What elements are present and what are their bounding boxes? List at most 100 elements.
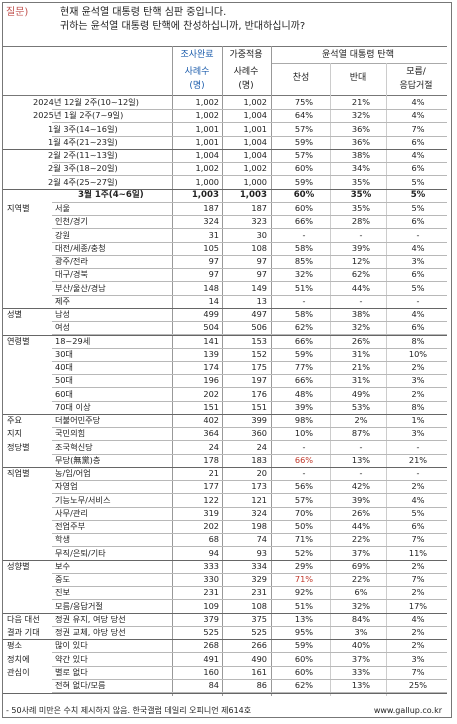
cell-weighted-count: 149 xyxy=(251,282,267,293)
table-row: 학생 68 74 71% 22% 7% xyxy=(3,534,447,545)
cell-weighted-count: 173 xyxy=(251,481,267,492)
row-label: 자영업 xyxy=(55,481,78,492)
table-row: 2024년 12월 2주(10~12일) 1,002 1,002 75% 21% 4% xyxy=(3,97,447,108)
group-label xyxy=(7,256,57,267)
group-label: 주요 xyxy=(7,415,23,425)
row-label: 전업주부 xyxy=(55,521,86,531)
table-row: 결과 기대 정권 교체, 야당 당선 525 525 95% 3% 2% xyxy=(3,627,447,638)
cell-weighted-count: 324 xyxy=(251,507,267,518)
cell-survey-count: 24 xyxy=(208,441,219,452)
col-sep-5 xyxy=(386,63,387,696)
table-row: 1월 4주(21~23일) 1,001 1,004 59% 36% 6% xyxy=(3,137,447,148)
group-label xyxy=(7,230,57,241)
cell-survey-count: 151 xyxy=(203,401,219,412)
cell-survey-count: 330 xyxy=(203,574,219,584)
cell-weighted-count: 360 xyxy=(251,428,267,439)
cell-approve: 92% xyxy=(294,587,314,598)
row-label: 부산/울산/경남 xyxy=(55,282,106,293)
group-label xyxy=(7,521,57,532)
group-label xyxy=(7,269,57,280)
group-label xyxy=(7,216,57,227)
cell-survey-count: 14 xyxy=(208,295,219,306)
row-label: 강원 xyxy=(55,229,71,240)
cell-unsure: - xyxy=(416,295,420,306)
cell-unsure: - xyxy=(416,229,420,240)
cell-approve: 51% xyxy=(294,600,314,611)
row-gridline xyxy=(52,665,447,667)
cell-survey-count: 202 xyxy=(203,521,219,531)
cell-weighted-count: 151 xyxy=(251,401,267,412)
cell-survey-count: 202 xyxy=(203,388,219,399)
cell-oppose: 37% xyxy=(351,547,371,558)
cell-approve: 39% xyxy=(294,401,314,412)
header-mid-line xyxy=(272,63,447,64)
cell-oppose: - xyxy=(359,468,363,478)
row-label: 무직/은퇴/기타 xyxy=(55,547,106,558)
cell-oppose: 39% xyxy=(351,242,371,253)
cell-unsure: 2% xyxy=(411,627,425,637)
cell-approve: 50% xyxy=(294,521,314,531)
cell-approve: 62% xyxy=(294,322,314,333)
row-label: 많이 있다 xyxy=(55,640,88,651)
cell-oppose: 31% xyxy=(351,375,371,386)
cell-approve: 98% xyxy=(294,415,314,425)
cell-oppose: 32% xyxy=(351,110,371,121)
table-row: 평소 많이 있다 268 266 59% 40% 2% xyxy=(3,640,447,651)
cell-survey-count: 141 xyxy=(203,335,219,346)
cell-weighted-count: 198 xyxy=(251,521,267,531)
cell-weighted-count: 506 xyxy=(251,322,267,333)
question-line-1: 현재 윤석열 대통령 탄핵 심판 중입니다. xyxy=(60,7,227,18)
cell-oppose: 26% xyxy=(351,335,371,346)
row-gridline xyxy=(52,493,447,495)
footer: - 50사례 미만은 수치 제시하지 않음. 한국갤럽 데일리 오피니언 제61… xyxy=(6,705,446,717)
table-row: 연령별 18~29세 141 153 66% 26% 8% xyxy=(3,336,447,347)
footer-note: - 50사례 미만은 수치 제시하지 않음. 한국갤럽 데일리 오피니언 제61… xyxy=(6,706,252,715)
group-label: 다음 대선 xyxy=(7,613,40,624)
row-gridline xyxy=(52,453,447,455)
section-separator xyxy=(3,467,447,468)
cell-weighted-count: 1,000 xyxy=(243,176,267,187)
row-label: 서울 xyxy=(55,203,71,213)
group-label: 평소 xyxy=(7,640,23,651)
cell-survey-count: 177 xyxy=(203,481,219,492)
cell-oppose: 62% xyxy=(351,269,371,280)
group-label xyxy=(7,402,57,413)
cell-weighted-count: 121 xyxy=(251,494,267,505)
cell-unsure: 2% xyxy=(411,560,425,571)
cell-survey-count: 1,002 xyxy=(195,110,219,121)
cell-unsure: 6% xyxy=(411,163,425,174)
table-row: 주요 더불어민주당 402 399 98% 2% 1% xyxy=(3,415,447,426)
cell-oppose: 35% xyxy=(351,203,371,213)
cell-survey-count: 122 xyxy=(203,494,219,505)
section-separator xyxy=(3,612,447,614)
cell-survey-count: 174 xyxy=(203,362,219,372)
row-label: 30대 xyxy=(55,348,73,359)
row-gridline xyxy=(52,321,447,323)
group-label: 연령별 xyxy=(7,335,30,346)
cell-survey-count: 231 xyxy=(203,587,219,598)
cell-unsure: 6% xyxy=(411,521,425,531)
row-gridline xyxy=(52,546,447,548)
cell-survey-count: 31 xyxy=(208,229,219,240)
table-row: 전업주부 202 198 50% 44% 6% xyxy=(3,521,447,532)
cell-unsure: 5% xyxy=(411,176,425,187)
cell-unsure: 2% xyxy=(411,481,425,492)
cell-weighted-count: 20 xyxy=(256,468,267,478)
cell-oppose: 84% xyxy=(351,613,371,624)
group-label xyxy=(7,296,57,307)
row-gridline xyxy=(52,109,447,111)
header-unsure-1: 모름/ xyxy=(406,67,426,77)
cell-approve: 70% xyxy=(294,507,314,518)
cell-weighted-count: 231 xyxy=(251,587,267,598)
cell-approve: 57% xyxy=(294,150,314,160)
row-label: 정권 교체, 야당 당선 xyxy=(55,627,126,637)
cell-weighted-count: 187 xyxy=(251,203,267,213)
cell-weighted-count: 30 xyxy=(256,229,267,240)
cell-unsure: 4% xyxy=(411,110,425,121)
row-gridline xyxy=(52,374,447,376)
cell-oppose: 53% xyxy=(351,401,371,412)
table-row: 사무/관리 319 324 70% 26% 5% xyxy=(3,508,447,519)
table-row: 40대 174 175 77% 21% 2% xyxy=(3,362,447,373)
table-row: 부산/울산/경남 148 149 51% 44% 5% xyxy=(3,283,447,294)
row-gridline xyxy=(52,480,447,482)
